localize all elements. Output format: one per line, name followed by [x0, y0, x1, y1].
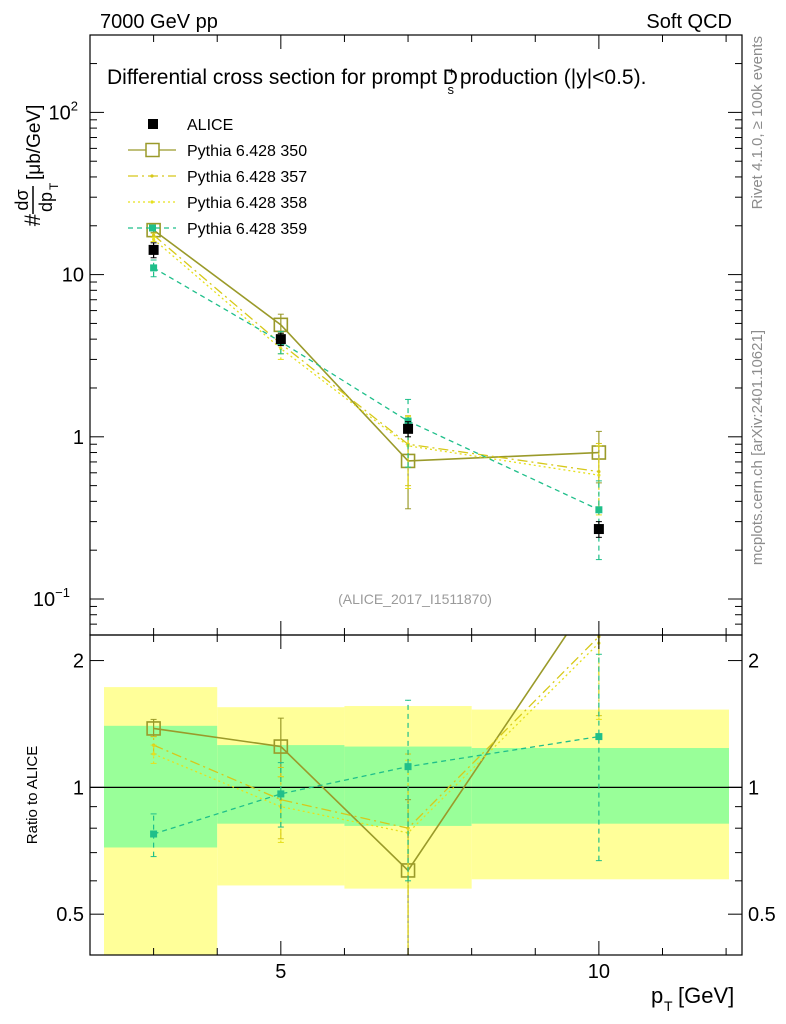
ratio-point	[146, 721, 161, 736]
ratio-point	[404, 763, 412, 771]
title-rest: production (|y|<0.5).	[454, 66, 646, 89]
legend-marker	[148, 119, 158, 129]
data-point	[595, 506, 603, 514]
y-tick-label: 102	[49, 98, 78, 124]
series-line	[153, 267, 600, 511]
ylabel-num: dσ	[12, 189, 32, 210]
ratio-point	[592, 580, 605, 593]
main-panel: 102 10 1 10−1 (ALICE_2017_I1511870) ALICE Pyth…	[33, 34, 743, 636]
ylabel-den-sub: T	[47, 182, 61, 190]
legend-label: Pythia 6.428 357	[187, 169, 307, 186]
title-sub: s	[448, 82, 455, 97]
ratio-point	[152, 752, 156, 756]
ratio-ylabel: Ratio to ALICE	[24, 746, 41, 844]
data-point	[152, 233, 156, 237]
ylabel-den: dp	[36, 192, 56, 212]
legend-marker	[145, 142, 160, 158]
xlabel-unit: [GeV]	[678, 983, 734, 1008]
ratio-tick-label-left: 2	[73, 651, 84, 673]
ratio-frame	[89, 634, 743, 956]
y-tick-label: 1	[73, 427, 84, 449]
title-main: Differential cross section for prompt D	[107, 66, 458, 89]
main-data	[146, 222, 607, 561]
y-tick-label: 10	[62, 265, 84, 287]
ratio-point	[595, 733, 603, 741]
data-point	[148, 244, 159, 255]
series-line	[153, 229, 599, 462]
xlabel-sub: T	[664, 998, 673, 1014]
data-point	[597, 473, 601, 477]
ratio-tick-label-right: 1	[748, 777, 759, 799]
ratio-point	[277, 790, 285, 798]
ratio-data	[90, 580, 742, 955]
legend-label: Pythia 6.428 350	[187, 143, 307, 160]
chart-title: Differential cross section for prompt D+…	[107, 64, 646, 97]
title-sup: +	[448, 64, 456, 79]
uncertainty-band-inner	[471, 748, 729, 824]
y-tick-label: 10−1	[33, 585, 70, 611]
x-axis-label: p T [GeV]	[651, 983, 734, 1014]
ratio-line	[153, 636, 600, 829]
data-point	[152, 237, 156, 241]
series-pythia-6-428-350	[146, 222, 607, 510]
ratio-line	[153, 635, 568, 872]
ratio-line	[153, 735, 599, 835]
legend-marker	[150, 174, 154, 178]
ylabel-prefix: #	[20, 213, 45, 226]
legend: ALICE Pythia 6.428 350 Pythia 6.428 357 Pyt…	[128, 117, 307, 238]
series-alice	[148, 242, 604, 538]
rivet-label: Rivet 4.1.0, ≥ 100k events	[749, 36, 766, 209]
header-right: Soft QCD	[646, 11, 732, 33]
x-tick-label: 10	[588, 961, 610, 983]
ylabel-unit: [μb/GeV]	[24, 105, 45, 180]
series-line	[153, 234, 599, 473]
main-ylabel: # dσ dp T [μb/GeV]	[12, 105, 61, 227]
series-pythia-6-428-357	[150, 232, 602, 510]
data-point	[404, 417, 412, 425]
legend-label: Pythia 6.428 358	[187, 195, 307, 212]
series-pythia-6-428-359	[150, 259, 603, 561]
ratio-tick-label-left: 0.5	[56, 904, 84, 926]
legend-marker	[150, 200, 154, 204]
data-point	[275, 334, 286, 345]
analysis-watermark: (ALICE_2017_I1511870)	[338, 591, 492, 607]
legend-label: ALICE	[187, 117, 233, 134]
data-point	[150, 264, 158, 272]
legend-marker	[149, 224, 156, 232]
data-point	[403, 423, 414, 434]
x-tick-label: 5	[275, 961, 286, 983]
ratio-tick-label-right: 2	[748, 651, 759, 673]
header-left: 7000 GeV pp	[100, 11, 218, 33]
legend-label: Pythia 6.428 359	[187, 221, 307, 238]
series-line	[153, 238, 599, 476]
ratio-tick-label-left: 1	[73, 777, 84, 799]
ratio-tick-label-right: 0.5	[748, 904, 776, 926]
ratio-panel: 2 2 1 1 0.5 0.5 5 10	[56, 580, 776, 983]
data-point	[597, 470, 601, 474]
ratio-point	[150, 830, 158, 838]
ratio-series-pythia-6-428-359	[150, 653, 603, 882]
ratio-point	[273, 739, 289, 754]
uncertainty-band-inner	[104, 725, 218, 848]
mcplots-label: mcplots.cern.ch [arXiv:2401.10621]	[749, 330, 766, 565]
xlabel-p: p	[651, 983, 663, 1008]
data-point	[279, 346, 283, 351]
data-point	[593, 524, 604, 535]
